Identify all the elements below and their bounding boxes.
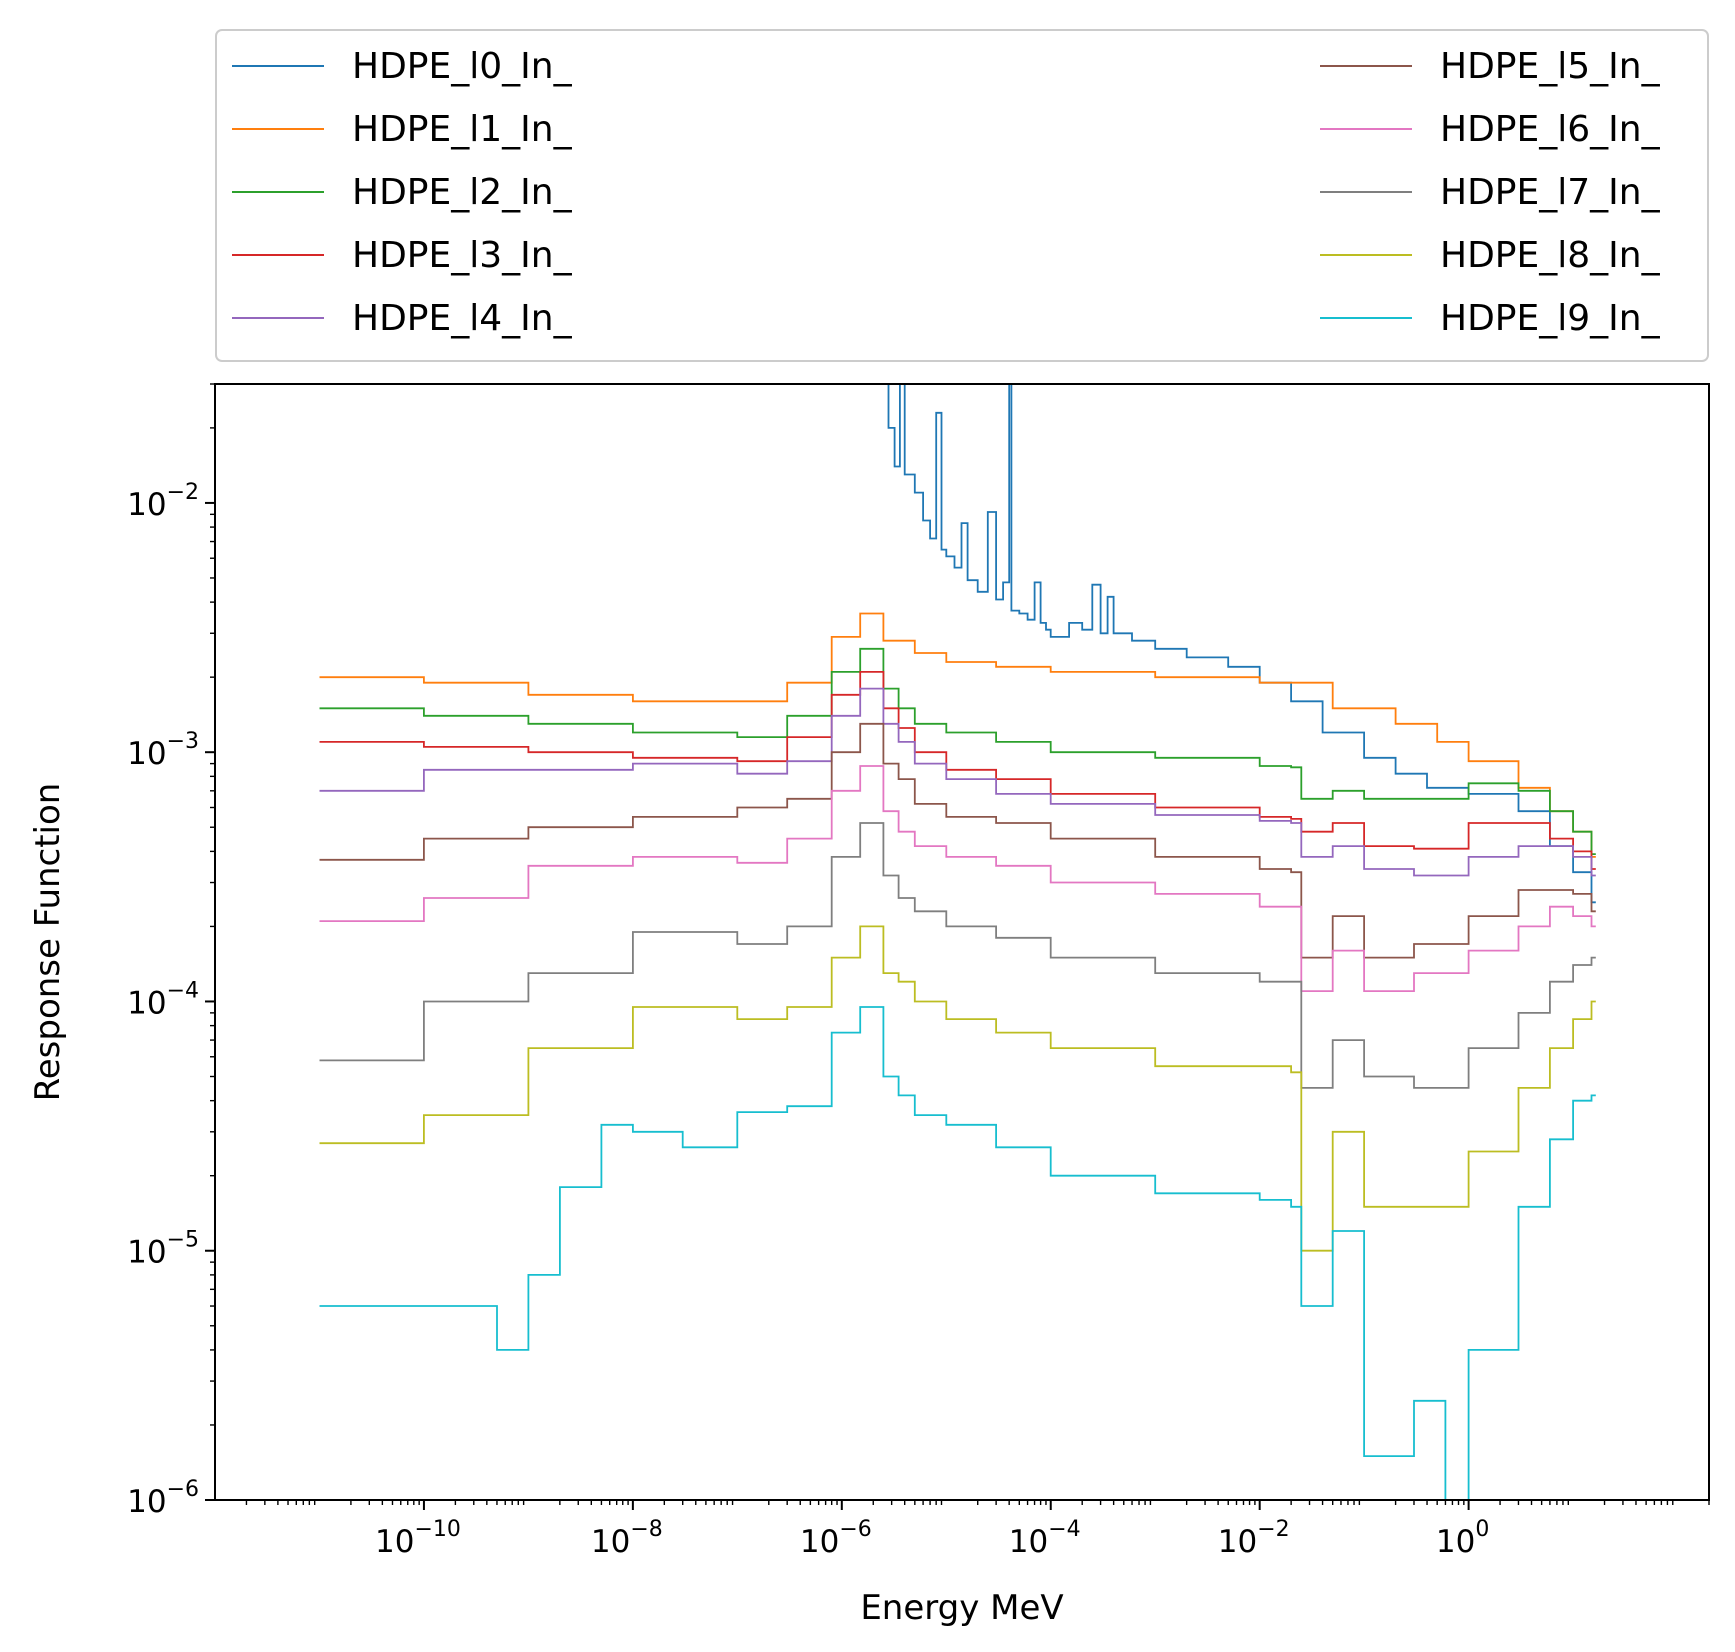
series-line-3	[319, 671, 1596, 870]
x-tick-label: 10−6	[800, 1517, 872, 1560]
legend-label-6: HDPE_l6_In_	[1440, 109, 1661, 150]
series-line-6	[319, 765, 1596, 992]
legend-label-3: HDPE_l3_In_	[352, 235, 573, 276]
legend-label-9: HDPE_l9_In_	[1440, 298, 1661, 339]
x-tick-label: 10−8	[591, 1517, 663, 1560]
legend-label-4: HDPE_l4_In_	[352, 298, 573, 339]
x-tick-label: 10−4	[1009, 1517, 1081, 1560]
legend: HDPE_l0_In_ HDPE_l1_In_ HDPE_l2_In_ HDPE_l3…	[215, 29, 1709, 362]
x-tick-label: 10−10	[375, 1517, 461, 1560]
series-line-0	[883, 384, 1596, 904]
y-tick-label: 10−2	[127, 480, 199, 523]
series-line-8	[319, 925, 1596, 1252]
y-axis: 10−6 10−5 10−4 10−3 10−2	[127, 383, 215, 1520]
series-line-4	[319, 687, 1596, 877]
y-tick-label: 10−3	[127, 729, 199, 772]
series-line-9	[319, 1006, 1596, 1500]
legend-label-1: HDPE_l1_In_	[352, 109, 573, 150]
legend-label-8: HDPE_l8_In_	[1440, 235, 1661, 276]
series-line-1	[319, 612, 1596, 858]
series-line-2	[319, 647, 1596, 855]
y-tick-label: 10−4	[127, 978, 199, 1021]
legend-label-5: HDPE_l5_In_	[1440, 46, 1661, 87]
legend-label-2: HDPE_l2_In_	[352, 172, 573, 213]
series-layer	[319, 384, 1596, 1500]
x-tick-label: 100	[1436, 1517, 1489, 1560]
plot-frame	[214, 383, 1710, 1501]
x-axis-label: Energy MeV	[860, 1588, 1063, 1628]
y-tick-label: 10−6	[127, 1477, 199, 1520]
y-tick-label: 10−5	[127, 1228, 199, 1271]
series-line-5	[319, 722, 1596, 959]
legend-label-7: HDPE_l7_In_	[1440, 172, 1661, 213]
y-axis-label: Response Function	[28, 783, 68, 1102]
x-tick-label: 10−2	[1218, 1517, 1290, 1560]
x-axis: 10−10 10−8 10−6 10−4 10−2 100	[245, 1500, 1710, 1560]
series-line-7	[319, 822, 1596, 1089]
legend-label-0: HDPE_l0_In_	[352, 46, 573, 87]
